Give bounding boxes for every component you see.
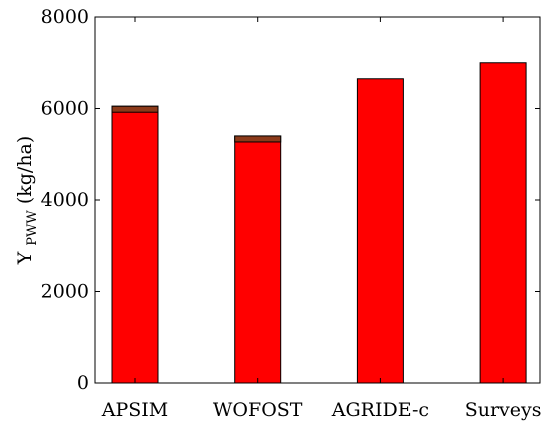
y-tick-label: 8000 <box>41 6 89 28</box>
bar-agride-c <box>356 78 404 384</box>
bar-wofost <box>234 135 282 384</box>
x-tick-label: APSIM <box>101 399 168 421</box>
bar-top-band <box>111 105 159 113</box>
x-tick-label: AGRIDE-c <box>331 399 429 421</box>
bar-surveys <box>479 62 527 384</box>
bar-top-band <box>234 135 282 143</box>
bar-apsim <box>111 105 159 384</box>
bars-layer <box>111 62 527 384</box>
y-axis-title-subscript: PWW <box>25 210 40 246</box>
plot-frame <box>94 16 541 384</box>
y-axis-title-unit: (kg/ha) <box>14 136 36 204</box>
axes-layer <box>94 16 541 384</box>
y-tick-label: 6000 <box>41 98 89 120</box>
x-tick-label: Surveys <box>465 399 542 421</box>
y-tick-label: 2000 <box>41 281 89 303</box>
x-tick-label: WOFOST <box>213 399 303 421</box>
y-tick-label: 4000 <box>41 189 89 211</box>
y-tick-label: 0 <box>77 372 89 394</box>
y-axis-title: Y PWW (kg/ha) <box>14 136 41 266</box>
y-ticks-layer: 0 2000 4000 6000 8000 <box>41 6 540 394</box>
y-axis-title-main: Y <box>14 251 36 265</box>
x-ticks-layer: APSIM WOFOST AGRIDE-c Surveys <box>101 17 542 421</box>
